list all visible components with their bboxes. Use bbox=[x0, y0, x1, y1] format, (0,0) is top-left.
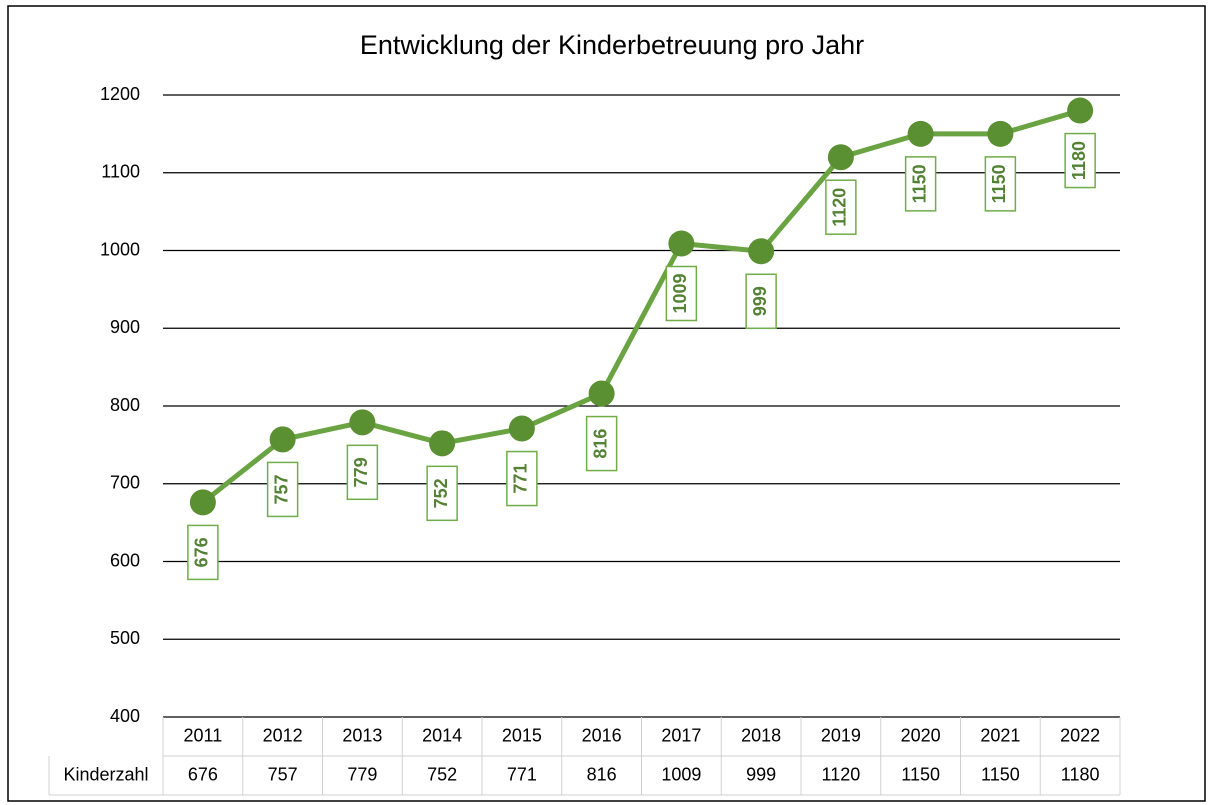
data-label-box bbox=[745, 273, 777, 330]
data-label: 757 bbox=[271, 474, 291, 504]
point bbox=[748, 238, 775, 265]
data-label-box bbox=[1064, 132, 1096, 189]
x-tick-label: 2016 bbox=[582, 725, 622, 745]
point bbox=[987, 120, 1014, 147]
table-value: 1009 bbox=[661, 764, 701, 784]
data-label-box bbox=[187, 524, 219, 581]
y-tick-label: 700 bbox=[110, 473, 140, 493]
y-tick-label: 1000 bbox=[100, 239, 140, 259]
data-label-box bbox=[665, 265, 698, 322]
table-value: 771 bbox=[507, 764, 537, 784]
table-value: 1150 bbox=[901, 764, 940, 784]
x-tick-label: 2012 bbox=[263, 725, 303, 745]
y-tick-label: 800 bbox=[110, 395, 140, 415]
point bbox=[508, 415, 535, 442]
table-value: 676 bbox=[188, 764, 218, 784]
point bbox=[1067, 97, 1094, 124]
data-label: 1120 bbox=[830, 188, 850, 227]
data-label: 999 bbox=[750, 286, 770, 316]
data-label-box bbox=[585, 415, 618, 472]
data-label-box bbox=[904, 156, 937, 212]
y-tick-label: 900 bbox=[110, 317, 140, 337]
table-value: 1120 bbox=[822, 764, 861, 784]
table-value: 1150 bbox=[981, 764, 1020, 784]
y-tick-label: 1100 bbox=[101, 162, 140, 182]
table-value: 752 bbox=[427, 764, 457, 784]
y-tick-label: 600 bbox=[110, 550, 140, 570]
data-label: 771 bbox=[511, 464, 531, 494]
data-label: 1180 bbox=[1069, 141, 1089, 180]
data-label: 1009 bbox=[670, 273, 690, 313]
x-tick-label: 2014 bbox=[422, 725, 462, 745]
chart-title: Entwicklung der Kinderbetreuung pro Jahr bbox=[360, 30, 864, 60]
x-tick-label: 2019 bbox=[821, 725, 861, 745]
data-label-box bbox=[984, 156, 1017, 212]
point bbox=[269, 426, 296, 453]
table-value: 779 bbox=[347, 764, 377, 784]
data-label: 816 bbox=[590, 429, 610, 459]
point bbox=[189, 489, 216, 516]
x-tick-label: 2021 bbox=[980, 725, 1020, 745]
data-label-box bbox=[346, 444, 379, 501]
point bbox=[827, 144, 854, 171]
point bbox=[907, 120, 934, 147]
data-label-box bbox=[506, 450, 538, 507]
x-tick-label: 2020 bbox=[901, 725, 941, 745]
x-tick-label: 2017 bbox=[661, 725, 701, 745]
x-tick-label: 2022 bbox=[1060, 725, 1100, 745]
point bbox=[588, 380, 615, 407]
data-label-box bbox=[266, 461, 299, 518]
x-tick-label: 2011 bbox=[184, 725, 223, 745]
table-value: 999 bbox=[746, 764, 776, 784]
table-value: 1180 bbox=[1061, 764, 1100, 784]
data-label: 779 bbox=[351, 457, 371, 487]
point bbox=[668, 230, 695, 257]
y-tick-label: 400 bbox=[110, 706, 140, 726]
data-label: 1150 bbox=[989, 164, 1009, 203]
data-label: 1150 bbox=[909, 164, 929, 203]
x-tick-label: 2018 bbox=[741, 725, 781, 745]
x-tick-label: 2015 bbox=[502, 725, 542, 745]
y-tick-label: 1200 bbox=[100, 84, 140, 104]
point bbox=[349, 409, 376, 436]
table-series-name: Kinderzahl bbox=[63, 764, 148, 784]
table-value: 816 bbox=[587, 764, 617, 784]
table-value: 757 bbox=[268, 764, 298, 784]
point bbox=[429, 430, 456, 457]
y-tick-label: 500 bbox=[110, 628, 140, 648]
series-line bbox=[201, 108, 1081, 505]
data-label: 676 bbox=[192, 537, 212, 567]
data-label: 752 bbox=[431, 478, 451, 508]
x-tick-label: 2013 bbox=[342, 725, 382, 745]
data-label-box bbox=[426, 465, 458, 522]
data-label-box bbox=[825, 179, 857, 235]
